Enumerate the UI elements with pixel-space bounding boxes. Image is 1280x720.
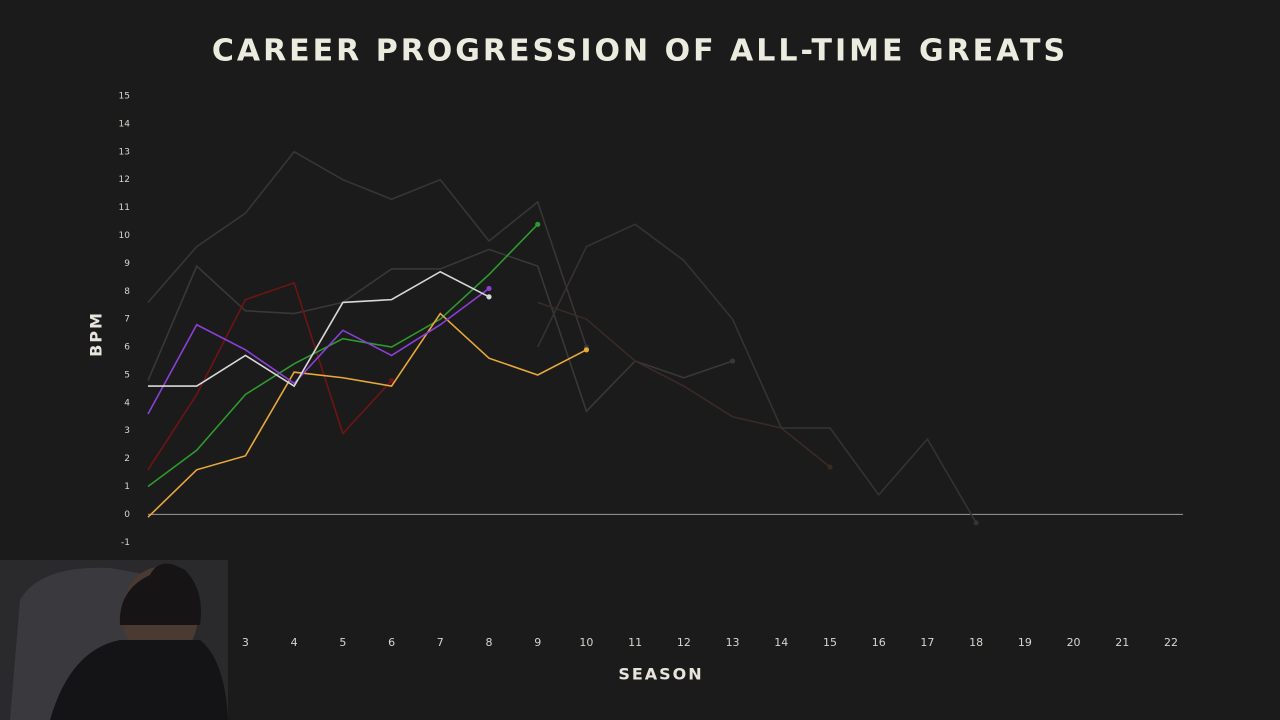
x-tick-label: 3: [242, 636, 249, 649]
end-dot: [729, 358, 736, 364]
series-line: [147, 248, 733, 413]
series-line: [148, 270, 490, 388]
x-tick-label: 9: [534, 636, 541, 649]
x-tick-label: 11: [628, 636, 642, 649]
y-tick-label: 3: [124, 426, 130, 436]
y-axis-label: BPM: [87, 311, 106, 357]
x-tick-label: 20: [1067, 636, 1081, 649]
x-tick-label: 16: [872, 636, 886, 649]
y-tick-label: 1: [124, 482, 130, 492]
x-tick-label: 6: [388, 636, 395, 649]
y-tick-label: 7: [124, 315, 130, 325]
y-tick-label: 11: [119, 203, 130, 213]
x-tick-label: 4: [291, 636, 298, 649]
x-tick-label: 17: [920, 636, 934, 649]
x-tick-label: 8: [486, 636, 493, 649]
series-line: [147, 281, 393, 471]
x-tick-label: 7: [437, 636, 444, 649]
y-tick-label: 2: [124, 454, 130, 464]
series-line: [147, 150, 588, 348]
y-tick-label: 8: [124, 287, 130, 297]
y-tick-label: 6: [124, 343, 130, 353]
x-axis-label: SEASON: [618, 665, 703, 684]
x-tick-label: 14: [774, 636, 788, 649]
series-line: [147, 287, 490, 415]
end-dot: [535, 221, 541, 227]
y-tick-label: 4: [124, 398, 130, 408]
end-dot: [973, 520, 979, 526]
x-tick-label: 22: [1164, 636, 1178, 649]
person-hair: [119, 563, 201, 625]
series-line: [536, 223, 977, 524]
series-line: [537, 301, 831, 468]
y-tick-label: 9: [124, 259, 130, 269]
end-dot: [583, 347, 590, 353]
y-tick-label: -1: [121, 538, 130, 548]
x-tick-label: 5: [339, 636, 346, 649]
x-tick-label: 19: [1018, 636, 1032, 649]
y-tick-label: 13: [119, 147, 130, 157]
x-tick-label: 10: [579, 636, 593, 649]
y-tick-label: 12: [119, 175, 130, 185]
y-tick-label: 14: [119, 119, 131, 129]
x-tick-label: 21: [1115, 636, 1129, 649]
end-dot: [827, 464, 833, 470]
series-line: [147, 312, 587, 518]
end-dot: [486, 294, 492, 300]
x-tick-label: 15: [823, 636, 837, 649]
x-tick-label: 12: [677, 636, 691, 649]
x-tick-label: 18: [969, 636, 983, 649]
y-tick-label: 10: [119, 231, 131, 241]
series-line: [147, 223, 539, 488]
x-tick-label: 13: [726, 636, 740, 649]
person-hoodie: [50, 640, 228, 720]
plot-area: -2-1012345678910111213141534567891011121…: [119, 92, 1183, 649]
y-tick-label: 15: [119, 92, 130, 102]
chart-title: CAREER PROGRESSION OF ALL-TIME GREATS: [212, 34, 1068, 69]
y-tick-label: 0: [124, 510, 130, 520]
y-tick-label: 5: [124, 370, 130, 380]
end-dot: [388, 377, 395, 384]
end-dot: [486, 285, 492, 292]
webcam-overlay: [0, 560, 228, 720]
